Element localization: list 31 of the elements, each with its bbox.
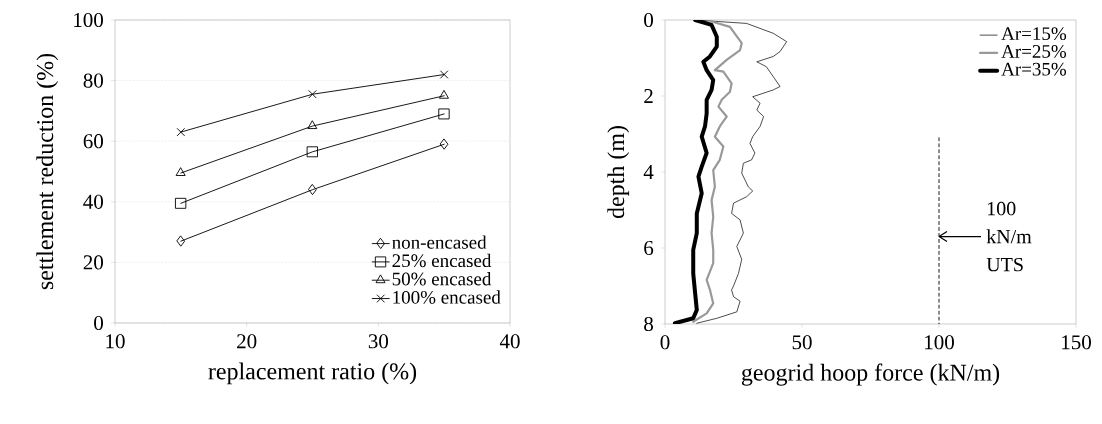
x-tick-label: 10 [106, 334, 125, 349]
y-tick-label: 8 [644, 316, 654, 332]
y-tick-label: 2 [644, 89, 653, 103]
legend-label: Ar=25% [1001, 44, 1067, 58]
y-tick-label: 20 [83, 255, 103, 270]
x-tick-label: 0 [660, 335, 670, 350]
legend-label: Ar=15% [1001, 27, 1067, 41]
x-tick-label: 40 [499, 334, 520, 349]
y-tick-label: 40 [83, 194, 103, 209]
legend-label: 100% encased [393, 290, 501, 304]
x-tick-label: 20 [237, 334, 257, 349]
y-tick-label: 4 [643, 165, 654, 179]
x-tick-label: 100 [925, 335, 954, 350]
legend-label: Ar=35% [1001, 62, 1067, 76]
x-tick-label: 30 [368, 334, 389, 349]
y-tick-label: 0 [94, 315, 103, 331]
legend-label: 50% encased [392, 272, 492, 286]
x-axis-title: replacement ratio (%) [208, 362, 417, 385]
y-tick-label: 60 [83, 134, 103, 149]
y-axis-title: settlement reduction (%) [36, 53, 59, 290]
y-tick-label: 80 [83, 73, 103, 88]
annotation: 100 kN/m UTS [986, 201, 1032, 272]
y-tick-label: 100 [74, 12, 103, 28]
legend-label: 25% encased [392, 253, 492, 268]
y-tick-label: 6 [644, 240, 654, 256]
legend-label: non-encased [392, 235, 487, 249]
y-tick-label: 0 [644, 12, 654, 28]
y-axis-title: depth (m) [607, 126, 630, 219]
x-tick-label: 50 [792, 335, 812, 350]
x-axis-title: geogrid hoop force (kN/m) [741, 363, 1000, 386]
x-tick-label: 150 [1062, 335, 1091, 350]
